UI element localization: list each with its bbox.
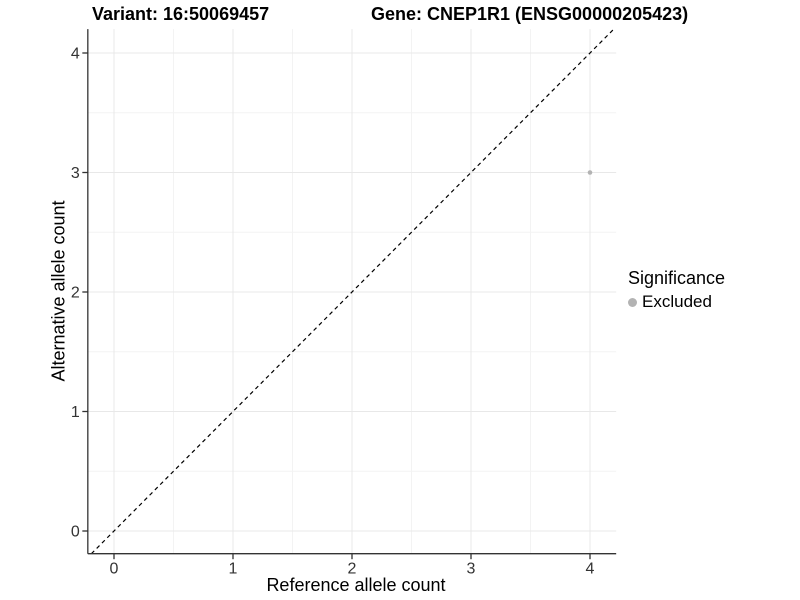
x-tick-label: 0	[110, 561, 119, 578]
y-tick-label: 1	[71, 404, 80, 421]
legend-title: Significance	[628, 268, 726, 288]
legend-item-excluded: Excluded	[628, 292, 725, 312]
identity-dashed-line	[90, 28, 615, 555]
x-tick-label: 4	[586, 561, 595, 578]
gene-title: Gene: CNEP1R1 (ENSG00000205423)	[371, 4, 689, 24]
x-tick-label: 2	[348, 561, 357, 578]
y-tick-label: 3	[71, 165, 80, 182]
data-point	[587, 170, 593, 175]
x-axis-title: Reference allele count	[266, 575, 446, 595]
y-axis-title: Alternative allele count	[48, 200, 69, 382]
y-tick-label: 2	[71, 285, 80, 302]
x-tick-label: 1	[229, 561, 238, 578]
y-tick-label: 0	[71, 524, 80, 541]
legend: Significance Excluded	[628, 268, 725, 312]
y-tick-label: 4	[71, 46, 80, 63]
x-tick-label: 3	[467, 561, 476, 578]
legend-point-icon	[628, 297, 637, 307]
variant-title: Variant: 16:50069457	[92, 4, 270, 24]
legend-item-label: Excluded	[642, 292, 712, 311]
